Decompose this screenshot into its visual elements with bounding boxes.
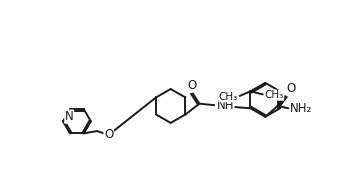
Text: CH₃: CH₃ [219,92,238,102]
Text: O: O [188,79,197,92]
Text: NH₂: NH₂ [290,102,312,115]
Text: CH₃: CH₃ [264,90,284,100]
Text: O: O [104,128,113,141]
Text: NH: NH [217,99,234,112]
Text: O: O [286,82,295,95]
Text: N: N [65,110,73,123]
